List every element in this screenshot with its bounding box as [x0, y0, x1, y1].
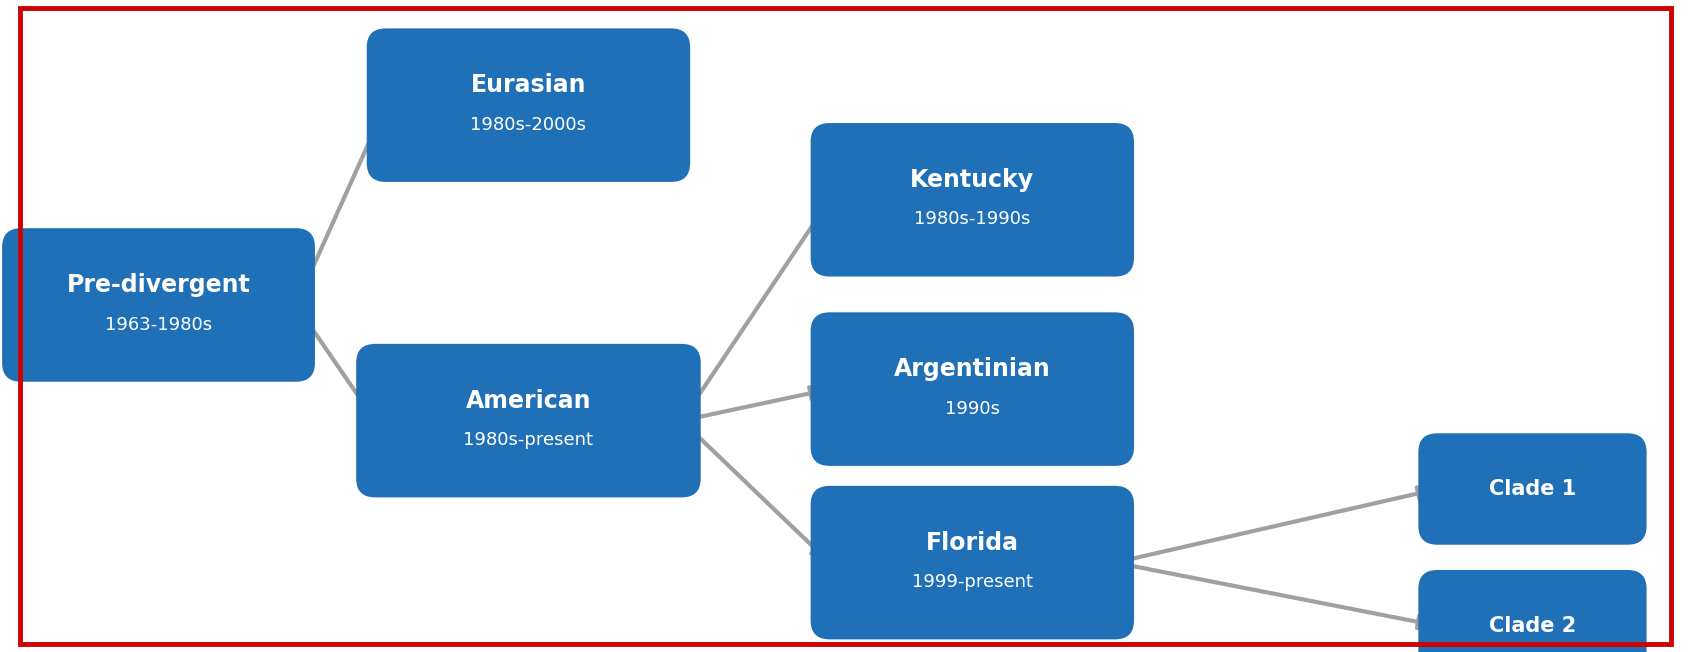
Text: 1963-1980s: 1963-1980s [105, 316, 211, 334]
Text: Eurasian: Eurasian [470, 74, 587, 98]
Text: 1999-present: 1999-present [911, 573, 1033, 591]
Text: Clade 1: Clade 1 [1488, 479, 1576, 499]
FancyBboxPatch shape [1419, 434, 1647, 544]
Text: Kentucky: Kentucky [910, 168, 1035, 192]
Text: 1980s-1990s: 1980s-1990s [915, 211, 1030, 228]
Text: Pre-divergent: Pre-divergent [66, 273, 250, 297]
Text: 1980s-present: 1980s-present [463, 432, 594, 449]
Text: 1980s-2000s: 1980s-2000s [470, 116, 587, 134]
FancyBboxPatch shape [810, 312, 1135, 466]
Text: American: American [465, 389, 592, 413]
FancyBboxPatch shape [810, 486, 1135, 640]
Text: Argentinian: Argentinian [895, 357, 1050, 381]
Text: 1990s: 1990s [945, 400, 999, 418]
FancyBboxPatch shape [367, 29, 690, 182]
FancyBboxPatch shape [1419, 570, 1647, 652]
FancyBboxPatch shape [810, 123, 1135, 276]
FancyBboxPatch shape [2, 228, 315, 381]
Text: Clade 2: Clade 2 [1488, 615, 1576, 636]
Text: Florida: Florida [927, 531, 1018, 555]
FancyBboxPatch shape [357, 344, 700, 497]
